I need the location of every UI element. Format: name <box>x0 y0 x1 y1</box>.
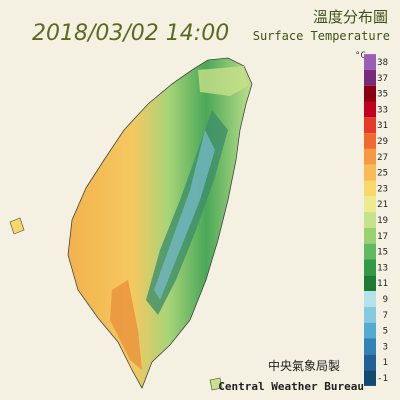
legend-label: 23 <box>377 184 388 194</box>
legend-label: 3 <box>383 342 388 352</box>
datetime: 2018/03/02 14:00 <box>32 21 229 46</box>
legend-swatch <box>364 212 376 228</box>
legend-label: 29 <box>377 137 388 147</box>
legend-label: 9 <box>383 295 388 305</box>
legend-label: 15 <box>377 248 388 258</box>
legend-swatch <box>364 322 376 339</box>
legend-swatch <box>364 148 376 165</box>
credit-chinese: 中央氣象局製 <box>268 358 340 373</box>
legend-swatch <box>364 243 376 260</box>
legend-label: 25 <box>377 169 388 179</box>
legend-label: 27 <box>377 153 388 163</box>
legend-label: 13 <box>377 263 388 273</box>
legend-label: 21 <box>377 200 388 210</box>
legend-swatch <box>364 370 376 386</box>
legend-swatch <box>364 69 376 86</box>
southern-plain <box>110 280 142 370</box>
legend-swatch <box>364 101 376 118</box>
legend-label: 33 <box>377 105 388 115</box>
legend-swatch <box>364 306 376 323</box>
legend-label: -1 <box>377 374 388 384</box>
legend-unit: °C <box>355 51 366 61</box>
northern-region <box>198 66 248 96</box>
legend-label: 38 <box>377 58 388 68</box>
penghu-island <box>9 217 25 235</box>
legend-swatch <box>364 338 376 355</box>
legend-swatch <box>364 259 376 276</box>
legend-label: 11 <box>377 279 388 289</box>
legend-swatch <box>364 196 376 213</box>
lanyu-island <box>209 377 223 391</box>
legend-swatch <box>364 227 376 244</box>
legend-swatch <box>364 133 376 149</box>
legend-swatch <box>364 164 376 181</box>
high-peaks <box>154 130 215 300</box>
legend-swatch <box>364 54 376 70</box>
legend-label: 37 <box>377 74 388 84</box>
legend-label: 5 <box>383 327 388 337</box>
legend-swatch <box>364 180 376 197</box>
legend-swatch <box>364 117 376 134</box>
legend-label: 19 <box>377 216 388 226</box>
legend-label: 1 <box>383 358 388 368</box>
legend-label: 7 <box>383 311 388 321</box>
legend-swatch <box>364 291 376 307</box>
credit-english: Central Weather Bureau <box>218 380 364 393</box>
legend-swatch <box>364 275 376 292</box>
legend-label: 17 <box>377 232 388 242</box>
title: 溫度分布圖 <box>313 8 388 26</box>
legend-label: 35 <box>377 90 388 100</box>
legend-label: 31 <box>377 121 388 131</box>
legend-swatch <box>364 85 376 102</box>
legend-swatch <box>364 354 376 371</box>
subtitle: Surface Temperature <box>253 29 390 43</box>
